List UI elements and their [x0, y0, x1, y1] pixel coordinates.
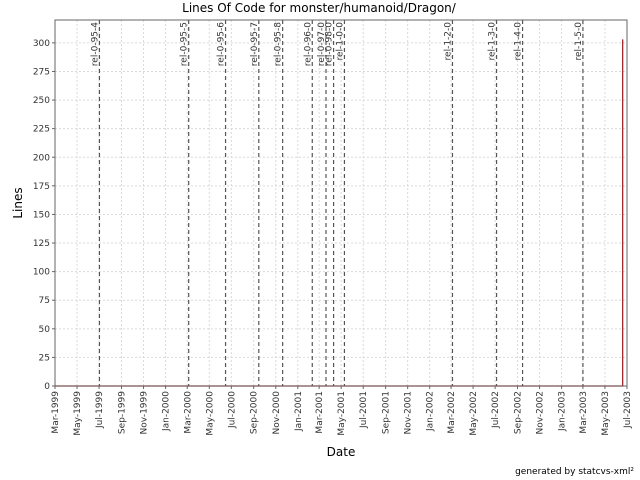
y-tick-label: 150 — [33, 210, 50, 220]
y-tick-label: 125 — [33, 239, 50, 249]
y-tick-label: 25 — [39, 353, 50, 363]
x-tick-label: Nov-1999 — [140, 391, 150, 435]
x-tick-label: May-2001 — [337, 391, 347, 436]
release-label: rel-0-95-5 — [180, 22, 190, 66]
x-axis: Mar-1999 May-1999 Jul-1999 Sep-1999 Nov-1999… — [51, 386, 633, 436]
y-tick-label: 250 — [33, 96, 50, 106]
x-tick-label: Sep-2000 — [250, 391, 260, 434]
chart-title: Lines Of Code for monster/humanoid/Drago… — [182, 1, 457, 15]
y-tick-label: 300 — [33, 39, 50, 49]
y-tick-label: 50 — [39, 325, 51, 335]
release-markers: rel-0-95-4 rel-0-95-5 rel-0-95-6 rel-0-95-7… — [90, 20, 584, 386]
x-tick-label: Mar-2001 — [315, 391, 325, 434]
x-tick-label: Mar-2000 — [183, 391, 193, 434]
release-label: rel-1-5-0 — [574, 22, 584, 61]
x-tick-label: Sep-2002 — [514, 391, 524, 434]
release-label: rel-1-4-0 — [514, 22, 524, 61]
y-tick-label: 75 — [39, 296, 50, 306]
x-tick-label: Jul-1999 — [95, 391, 105, 429]
x-tick-label: Jan-2003 — [558, 391, 568, 432]
x-tick-label: Jul-2003 — [623, 391, 633, 429]
y-tick-label: 225 — [33, 125, 50, 135]
x-tick-label: Mar-1999 — [51, 391, 61, 434]
x-tick-label: May-2000 — [205, 391, 215, 436]
x-tick-label: Jan-2002 — [426, 391, 436, 432]
y-tick-label: 175 — [33, 182, 50, 192]
y-axis-label: Lines — [11, 187, 25, 218]
generator-footer: generated by statcvs-xml² — [515, 467, 634, 477]
y-tick-label: 100 — [33, 268, 50, 278]
x-tick-label: Sep-1999 — [117, 391, 127, 434]
release-label: rel-0-95-4 — [90, 22, 100, 66]
x-tick-label: Jul-2000 — [227, 391, 237, 429]
x-tick-label: Jan-2000 — [162, 391, 172, 432]
release-label: rel-0-95-8 — [274, 22, 284, 66]
x-tick-label: May-2003 — [601, 391, 611, 436]
release-label: rel-0-97-0 — [317, 22, 327, 66]
x-tick-label: Mar-2002 — [447, 391, 457, 434]
x-tick-label: Nov-2002 — [536, 391, 546, 434]
x-tick-label: Mar-2003 — [579, 391, 589, 434]
release-label: rel-1-0-0 — [335, 22, 345, 61]
x-tick-label: Jul-2002 — [491, 391, 501, 429]
release-label: rel-0-95-7 — [250, 22, 260, 66]
x-tick-label: Sep-2001 — [382, 391, 392, 434]
release-label: rel-1-3-0 — [488, 22, 498, 61]
y-tick-label: 275 — [33, 67, 50, 77]
x-axis-label: Date — [327, 445, 356, 459]
x-tick-label: Nov-2001 — [404, 391, 414, 434]
y-tick-label: 0 — [44, 382, 50, 392]
release-label: rel-0-95-6 — [217, 22, 227, 66]
release-label: rel-1-2-0 — [443, 22, 453, 61]
x-tick-label: May-2002 — [469, 391, 479, 436]
y-tick-label: 200 — [33, 153, 50, 163]
x-tick-label: Nov-2000 — [272, 391, 282, 435]
x-tick-label: Jul-2001 — [359, 391, 369, 429]
release-label: rel-0-96-0 — [303, 22, 313, 66]
y-axis: 0 25 50 75 100 125 150 175 200 225 250 275 300 — [33, 39, 55, 392]
x-tick-label: Jan-2001 — [294, 391, 304, 432]
plot-area — [54, 19, 628, 387]
x-tick-label: May-1999 — [73, 391, 83, 436]
release-label: rel-0-98-0 — [325, 22, 335, 66]
plot-frame — [54, 19, 628, 387]
